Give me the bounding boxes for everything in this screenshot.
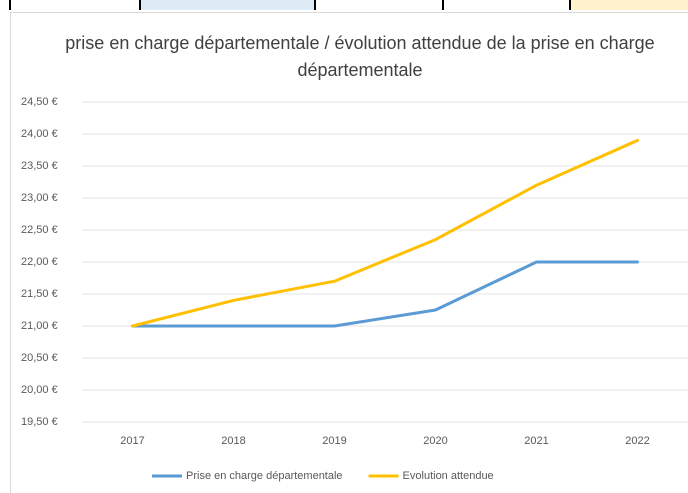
x-tick-label: 2022 — [625, 435, 649, 447]
x-tick-label: 2021 — [524, 435, 548, 447]
chart-area — [10, 12, 688, 493]
x-tick-label: 2018 — [221, 435, 245, 447]
sheet-borders — [9, 0, 571, 10]
x-tick-label: 2019 — [322, 435, 346, 447]
y-tick-label: 21,00 € — [21, 320, 58, 332]
data-line — [131, 138, 639, 328]
y-tick-label: 22,50 € — [21, 224, 58, 236]
y-tick-label: 23,00 € — [21, 192, 58, 204]
y-tick-label: 20,00 € — [21, 384, 58, 396]
y-tick-label: 21,50 € — [21, 288, 58, 300]
sheet-row — [0, 0, 688, 10]
y-tick-label: 23,50 € — [21, 160, 58, 172]
legend-label: Prise en charge départementale — [186, 470, 343, 482]
sheet-cell — [140, 0, 315, 10]
y-tick-label: 24,50 € — [21, 96, 58, 108]
sheet-cell — [570, 0, 688, 10]
y-tick-label: 24,00 € — [21, 128, 58, 140]
x-tick-label: 2017 — [120, 435, 144, 447]
y-tick-label: 19,50 € — [21, 416, 58, 428]
data-line — [131, 260, 639, 328]
y-tick-label: 20,50 € — [21, 352, 58, 364]
y-tick-label: 22,00 € — [21, 256, 58, 268]
legend-label: Evolution attendue — [403, 470, 494, 482]
x-tick-label: 2020 — [423, 435, 447, 447]
chart-title: prise en charge départementale / évoluti… — [65, 33, 655, 80]
